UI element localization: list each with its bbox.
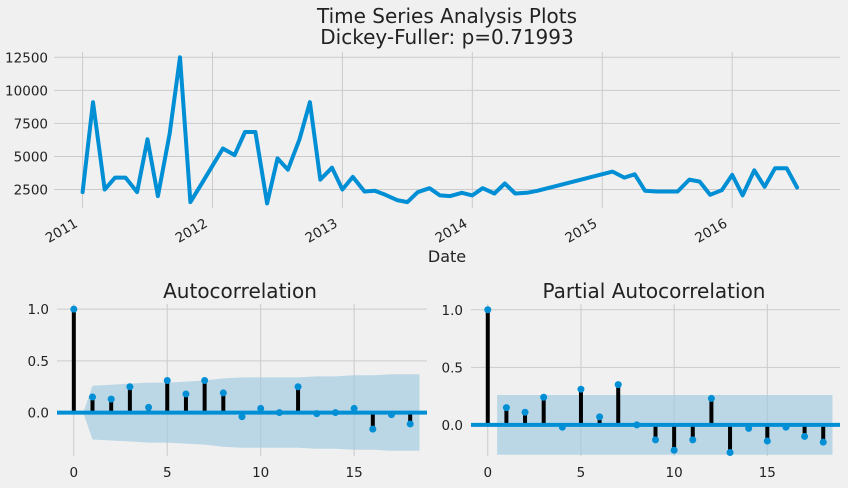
figure-title-line1: Time Series Analysis Plots (316, 4, 577, 28)
pacf-marker (782, 423, 790, 431)
pacf-marker (558, 423, 566, 431)
pacf-marker (763, 437, 771, 445)
acf-ytick-label: 0.5 (28, 354, 49, 370)
pacf-marker (521, 408, 529, 416)
acf-marker (126, 383, 134, 391)
ts-series-line (80, 55, 800, 206)
acf-marker (294, 383, 302, 391)
pacf-marker (633, 421, 641, 429)
acf-marker (313, 410, 321, 418)
ts-ytick-label: 2500 (14, 182, 48, 198)
ts-ytick-label: 12500 (5, 50, 48, 66)
acf-marker (145, 403, 153, 411)
acf-xtick-label: 5 (163, 465, 172, 481)
pacf-marker (652, 436, 659, 444)
acf-marker (406, 420, 414, 428)
acf-marker (369, 425, 377, 433)
ts-ytick-label: 7500 (14, 116, 48, 132)
figure-title-line2: Dickey-Fuller: p=0.71993 (320, 25, 573, 49)
pacf-xtick-label: 0 (483, 465, 492, 481)
acf-marker (387, 411, 395, 419)
acf-marker (238, 413, 246, 421)
acf-ytick-label: 0.0 (28, 406, 49, 422)
pacf-marker (707, 394, 715, 402)
pacf-marker (745, 424, 753, 432)
pacf-ytick-label: 1.0 (442, 303, 463, 319)
pacf-title: Partial Autocorrelation (543, 279, 766, 303)
acf-marker (70, 305, 78, 313)
acf-marker (107, 395, 115, 403)
acf-marker (275, 409, 283, 417)
acf-marker (182, 390, 190, 398)
pacf-marker (596, 413, 604, 421)
acf-marker (201, 377, 209, 385)
acf-marker (331, 409, 339, 417)
acf-marker (350, 404, 358, 412)
pacf-marker (502, 404, 510, 412)
acf-title: Autocorrelation (163, 279, 317, 303)
pacf-marker (577, 385, 585, 393)
time-series-xlabel: Date (428, 247, 466, 266)
acf-xtick-label: 0 (70, 465, 79, 481)
pacf-marker (614, 381, 622, 389)
acf-marker (219, 389, 227, 397)
ts-ytick-label: 5000 (14, 149, 48, 165)
pacf-marker (540, 393, 548, 401)
acf-ytick-label: 1.0 (28, 302, 49, 318)
acf-marker (257, 404, 265, 412)
pacf-marker (689, 436, 697, 444)
acf-xtick-label: 15 (346, 465, 363, 481)
pacf-plot: 0.0 0.5 1.0 0 5 10 15 (442, 303, 840, 481)
ts-ytick-label: 10000 (5, 83, 48, 99)
pacf-marker (819, 438, 827, 446)
acf-plot: 0.0 0.5 1.0 0 5 10 15 (28, 302, 427, 481)
pacf-ytick-label: 0.0 (442, 418, 463, 434)
pacf-marker (484, 306, 492, 314)
acf-xtick-label: 10 (252, 465, 269, 481)
pacf-marker (670, 446, 678, 454)
pacf-ytick-label: 0.5 (442, 360, 463, 376)
acf-marker (163, 377, 171, 385)
pacf-marker (801, 432, 809, 440)
pacf-marker (726, 449, 734, 457)
acf-marker (89, 393, 97, 401)
pacf-xtick-label: 15 (759, 465, 776, 481)
pacf-xtick-label: 10 (666, 465, 683, 481)
pacf-xtick-label: 5 (577, 465, 586, 481)
